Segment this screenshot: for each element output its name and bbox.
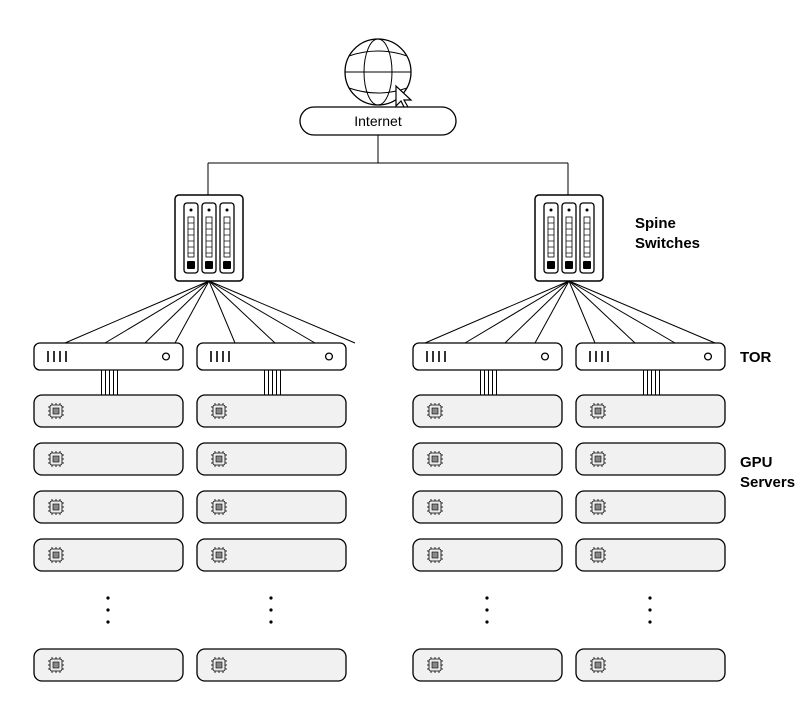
internet-label: Internet: [354, 113, 402, 129]
ellipsis-dots: [106, 596, 651, 623]
tor-row: [34, 343, 725, 370]
spine-switch-left: [175, 195, 243, 281]
fanout-right: [425, 281, 715, 343]
spine-label-2: Switches: [635, 235, 700, 252]
tor-server-links: [102, 370, 660, 395]
fanout-left: [65, 281, 355, 343]
spine-label-1: Spine: [635, 215, 676, 232]
network-topology-diagram: Internet Spine Switches TOR G: [0, 0, 800, 709]
gpu-server-grid: [34, 395, 725, 681]
spine-switch-right: [535, 195, 603, 281]
gpu-label-1: GPU: [740, 454, 773, 471]
trunk-lines: [208, 135, 568, 195]
tor-label: TOR: [740, 349, 772, 366]
globe-icon: [345, 39, 411, 109]
gpu-label-2: Servers: [740, 474, 795, 491]
internet-label-pill: Internet: [300, 107, 456, 135]
